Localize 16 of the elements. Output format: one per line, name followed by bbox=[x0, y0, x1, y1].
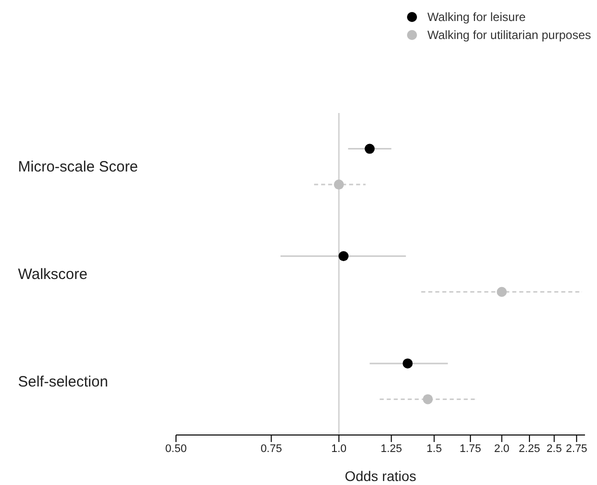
x-tick-label: 0.75 bbox=[260, 442, 282, 455]
y-tick-label: Micro-scale Score bbox=[18, 158, 138, 176]
legend-label: Walking for utilitarian purposes bbox=[427, 28, 591, 42]
x-axis-title: Odds ratios bbox=[344, 468, 416, 484]
y-tick-label: Walkscore bbox=[18, 266, 88, 283]
x-tick-label: 2.5 bbox=[546, 442, 562, 455]
x-tick-label: 0.50 bbox=[165, 442, 187, 455]
x-tick-label: 2.25 bbox=[518, 442, 540, 455]
x-tick-label: 2.0 bbox=[494, 442, 510, 455]
x-tick-label: 1.5 bbox=[426, 442, 442, 455]
legend-label: Walking for leisure bbox=[427, 10, 526, 24]
x-tick-label: 1.0 bbox=[331, 442, 347, 455]
x-tick-label: 2.75 bbox=[566, 442, 588, 455]
x-tick-label: 1.75 bbox=[460, 442, 482, 455]
x-tick-label: 1.25 bbox=[380, 442, 402, 455]
y-tick-label: Self-selection bbox=[18, 373, 108, 390]
